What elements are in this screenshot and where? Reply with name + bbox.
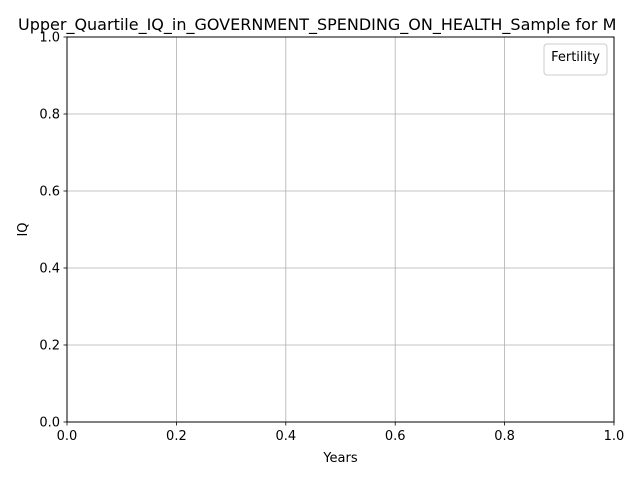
chart-title: Upper_Quartile_IQ_in_GOVERNMENT_SPENDING…	[18, 15, 616, 35]
y-tick-label: 1.0	[39, 31, 60, 46]
x-tick-label: 0.0	[57, 429, 78, 444]
x-axis-title: Years	[322, 451, 358, 466]
y-tick-label: 0.2	[39, 339, 60, 354]
x-tick-label: 0.4	[275, 429, 296, 444]
x-tick-label: 1.0	[604, 429, 625, 444]
y-tick-label: 0.8	[39, 108, 60, 123]
legend: Fertility	[543, 43, 608, 76]
plot-area-frame	[66, 36, 615, 423]
x-tick-label: 0.6	[385, 429, 406, 444]
legend-box	[543, 43, 608, 76]
x-tick-label: 0.2	[166, 429, 187, 444]
y-axis-ticks: 0.0 0.2 0.4 0.6 0.8 1.0	[39, 31, 67, 431]
y-tick-label: 0.6	[39, 185, 60, 200]
legend-title: Fertility	[551, 50, 600, 65]
y-tick-label: 0.0	[39, 416, 60, 431]
y-tick-label: 0.4	[39, 262, 60, 277]
x-axis-ticks: 0.0 0.2 0.4 0.6 0.8 1.0	[57, 422, 625, 444]
y-axis-title: IQ	[16, 222, 31, 236]
x-tick-label: 0.8	[494, 429, 515, 444]
